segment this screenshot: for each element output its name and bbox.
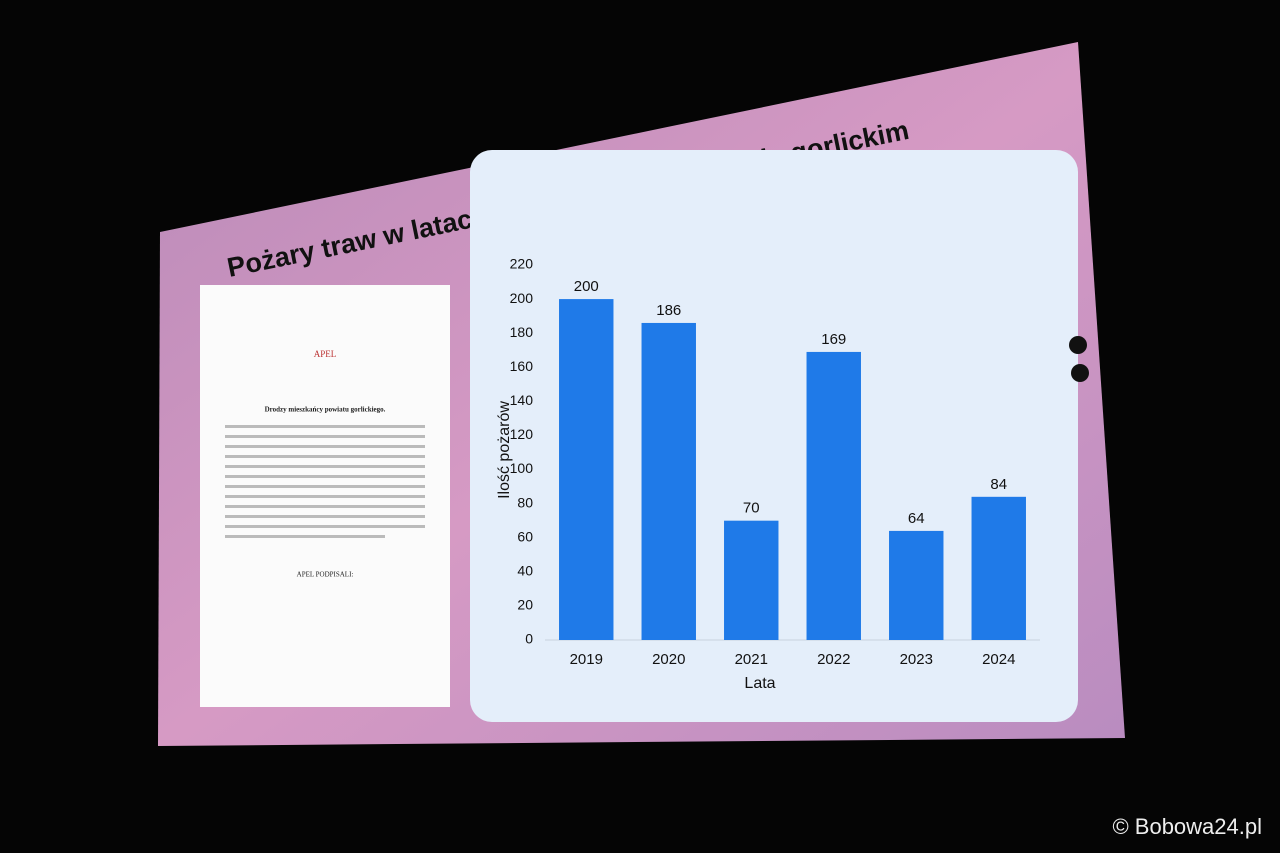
y-tick-label: 20 <box>517 597 533 613</box>
document-heading: APEL <box>314 349 337 359</box>
bar <box>889 530 944 640</box>
y-tick-label: 140 <box>510 392 534 408</box>
home-button[interactable] <box>1069 336 1087 354</box>
x-tick-label: 2021 <box>735 651 768 668</box>
x-tick-label: 2023 <box>900 651 933 668</box>
bar <box>724 520 779 640</box>
data-label: 200 <box>574 278 599 295</box>
document-lines <box>225 425 425 538</box>
bar <box>806 351 861 640</box>
y-axis-label: Ilość pożarów <box>496 401 513 499</box>
y-tick-label: 120 <box>510 426 534 442</box>
y-tick-label: 40 <box>517 563 533 579</box>
y-tick-label: 100 <box>510 460 534 476</box>
y-tick-label: 180 <box>510 324 534 340</box>
watermark: © Bobowa24.pl <box>1112 814 1262 839</box>
x-tick-label: 2024 <box>982 651 1015 668</box>
bar <box>971 496 1026 640</box>
y-tick-label: 160 <box>510 358 534 374</box>
y-tick-label: 200 <box>510 290 534 306</box>
x-tick-label: 2020 <box>652 651 685 668</box>
data-label: 84 <box>990 476 1007 493</box>
x-tick-label: 2022 <box>817 651 850 668</box>
x-axis-label: Lata <box>744 675 775 692</box>
data-label: 169 <box>821 331 846 348</box>
y-tick-label: 220 <box>510 256 534 272</box>
y-tick-label: 80 <box>517 494 533 510</box>
back-button[interactable] <box>1071 364 1089 382</box>
bar <box>559 299 614 640</box>
x-tick-label: 2019 <box>570 651 603 668</box>
y-tick-label: 60 <box>517 528 533 544</box>
y-tick-label: 0 <box>525 631 533 647</box>
data-label: 64 <box>908 510 925 527</box>
data-label: 70 <box>743 500 760 517</box>
document-signatures: APEL PODPISALI: <box>297 571 354 579</box>
plot: 0 20 40 60 80 100 120 140 160 180 200 220 2019 200 202… <box>510 256 1040 668</box>
bar <box>641 322 696 640</box>
document-greeting: Drodzy mieszkańcy powiatu gorlickiego. <box>265 406 386 414</box>
data-label: 186 <box>656 302 681 319</box>
